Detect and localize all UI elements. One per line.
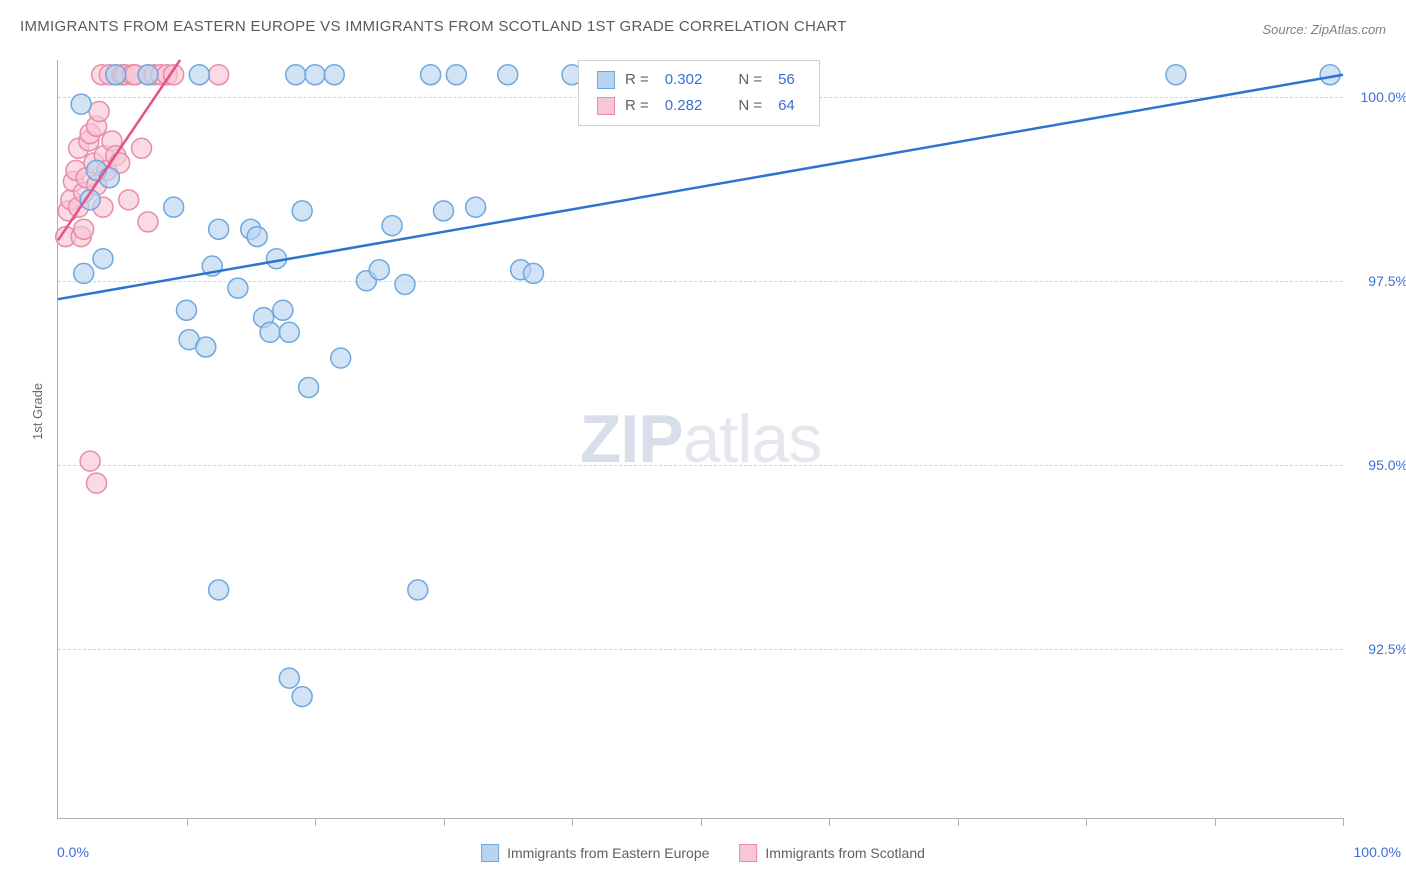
- x-axis-max-label: 100.0%: [1354, 844, 1401, 860]
- correlation-legend-row: R = 0.282 N = 64: [597, 93, 801, 119]
- chart-title: IMMIGRANTS FROM EASTERN EUROPE VS IMMIGR…: [20, 18, 847, 35]
- blue-point: [421, 65, 441, 85]
- x-tick: [572, 818, 573, 826]
- blue-point: [71, 94, 91, 114]
- blue-point: [408, 580, 428, 600]
- blue-point: [279, 668, 299, 688]
- n-label: N =: [738, 93, 762, 119]
- pink-point: [80, 451, 100, 471]
- blue-point: [209, 219, 229, 239]
- x-tick: [444, 818, 445, 826]
- legend-swatch: [739, 844, 757, 862]
- x-tick: [187, 818, 188, 826]
- blue-point: [106, 65, 126, 85]
- blue-point: [74, 263, 94, 283]
- y-tick-label: 95.0%: [1368, 457, 1406, 473]
- blue-point: [523, 263, 543, 283]
- blue-point: [286, 65, 306, 85]
- n-value: 56: [778, 67, 795, 93]
- legend-swatch: [481, 844, 499, 862]
- blue-point: [292, 201, 312, 221]
- pink-point: [138, 212, 158, 232]
- blue-point: [446, 65, 466, 85]
- blue-point: [292, 687, 312, 707]
- r-value: 0.282: [665, 93, 703, 119]
- series-legend-item: Immigrants from Scotland: [739, 844, 925, 862]
- blue-point: [279, 322, 299, 342]
- pink-point: [209, 65, 229, 85]
- source-attribution: Source: ZipAtlas.com: [1262, 22, 1386, 37]
- blue-point: [164, 197, 184, 217]
- blue-point: [299, 377, 319, 397]
- blue-point: [228, 278, 248, 298]
- r-label: R =: [625, 93, 649, 119]
- blue-point: [369, 260, 389, 280]
- y-tick-label: 97.5%: [1368, 273, 1406, 289]
- blue-point: [466, 197, 486, 217]
- blue-point: [331, 348, 351, 368]
- blue-point: [324, 65, 344, 85]
- r-value: 0.302: [665, 67, 703, 93]
- pink-point: [132, 138, 152, 158]
- blue-point: [99, 168, 119, 188]
- x-tick: [1086, 818, 1087, 826]
- blue-point: [93, 249, 113, 269]
- x-tick: [1215, 818, 1216, 826]
- pink-point: [89, 102, 109, 122]
- correlation-legend-row: R = 0.302 N = 56: [597, 67, 801, 93]
- x-axis-min-label: 0.0%: [57, 844, 89, 860]
- blue-point: [273, 300, 293, 320]
- pink-point: [74, 219, 94, 239]
- series-label: Immigrants from Eastern Europe: [507, 845, 709, 861]
- blue-point: [209, 580, 229, 600]
- blue-point: [305, 65, 325, 85]
- pink-point: [87, 473, 107, 493]
- x-tick: [829, 818, 830, 826]
- blue-point: [247, 227, 267, 247]
- blue-point: [260, 322, 280, 342]
- legend-swatch: [597, 97, 615, 115]
- y-axis-label: 1st Grade: [30, 383, 45, 440]
- series-legend-item: Immigrants from Eastern Europe: [481, 844, 709, 862]
- blue-point: [196, 337, 216, 357]
- y-tick-label: 100.0%: [1361, 89, 1406, 105]
- blue-point: [434, 201, 454, 221]
- x-tick: [701, 818, 702, 826]
- x-tick: [958, 818, 959, 826]
- x-tick: [315, 818, 316, 826]
- blue-point: [177, 300, 197, 320]
- correlation-legend: R = 0.302 N = 56 R = 0.282 N = 64: [578, 60, 820, 126]
- series-legend: Immigrants from Eastern Europe Immigrants…: [481, 844, 925, 862]
- pink-point: [119, 190, 139, 210]
- chart-svg: [58, 60, 1343, 818]
- blue-point: [138, 65, 158, 85]
- n-label: N =: [738, 67, 762, 93]
- legend-swatch: [597, 71, 615, 89]
- blue-point: [382, 216, 402, 236]
- blue-point: [1166, 65, 1186, 85]
- plot-area: ZIPatlas R =0.302N =56R =0.282N =64 92.5…: [57, 60, 1343, 819]
- blue-point: [395, 274, 415, 294]
- blue-point: [189, 65, 209, 85]
- r-label: R =: [625, 67, 649, 93]
- series-label: Immigrants from Scotland: [765, 845, 925, 861]
- n-value: 64: [778, 93, 795, 119]
- x-tick: [1343, 818, 1344, 826]
- y-tick-label: 92.5%: [1368, 641, 1406, 657]
- blue-point: [498, 65, 518, 85]
